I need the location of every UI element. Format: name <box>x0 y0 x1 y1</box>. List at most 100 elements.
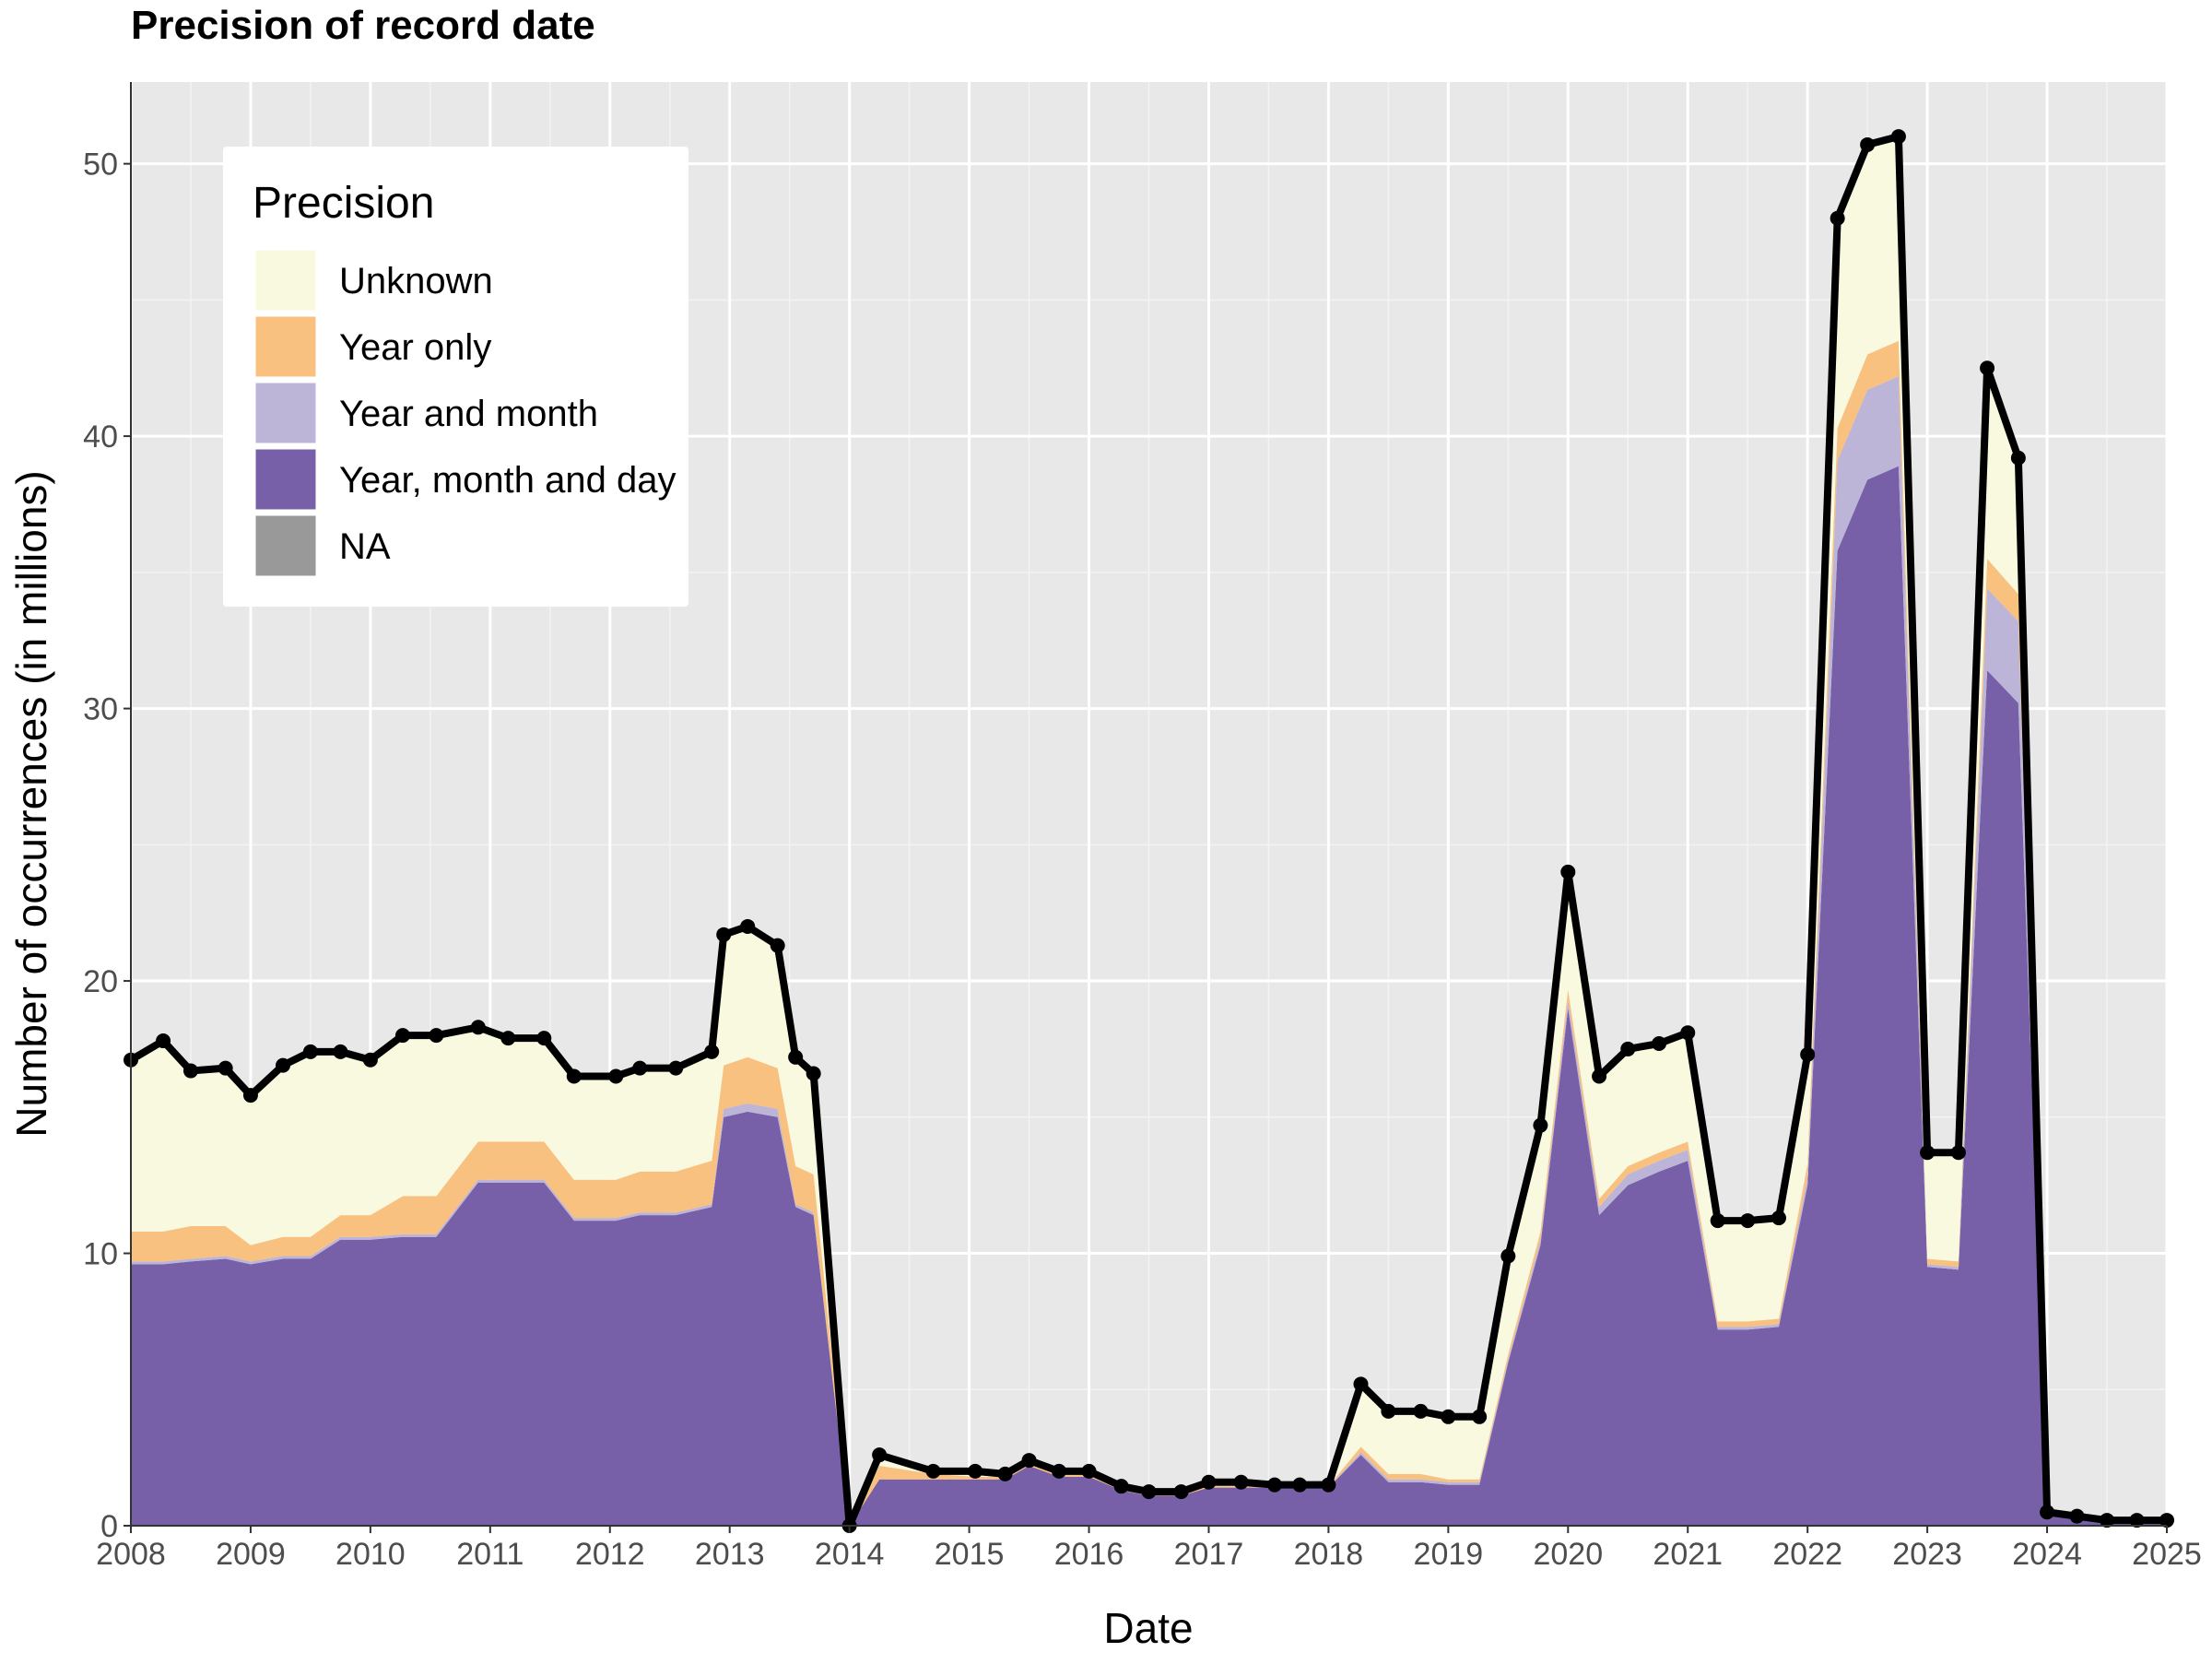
x-tick-label: 2018 <box>1294 1537 1364 1572</box>
legend-swatch <box>253 446 319 513</box>
chart-title: Precision of record date <box>131 3 595 48</box>
total-point <box>500 1031 516 1046</box>
total-point <box>608 1068 624 1084</box>
total-point <box>968 1463 983 1479</box>
total-point <box>788 1049 804 1065</box>
total-point <box>1292 1477 1308 1493</box>
total-point <box>806 1066 821 1081</box>
y-tick-label: 30 <box>83 692 118 727</box>
legend-swatch <box>253 380 319 446</box>
y-tick-label: 50 <box>83 148 118 183</box>
total-point <box>1652 1036 1667 1052</box>
total-point <box>872 1447 888 1463</box>
total-point <box>536 1031 552 1046</box>
x-tick-label: 2025 <box>2132 1537 2202 1572</box>
total-point <box>1771 1210 1786 1226</box>
total-point <box>668 1060 684 1076</box>
total-point <box>333 1044 348 1059</box>
total-point <box>925 1463 941 1479</box>
legend-label: NA <box>339 526 391 567</box>
legend-title: Precision <box>253 179 434 228</box>
total-point <box>429 1028 444 1044</box>
total-point <box>1680 1025 1696 1041</box>
stacked-areas <box>131 136 2167 1527</box>
total-point <box>1381 1403 1396 1419</box>
x-tick-label: 2016 <box>1054 1537 1124 1572</box>
total-point <box>1081 1463 1097 1479</box>
total-point <box>1533 1117 1548 1133</box>
total-point <box>242 1088 258 1103</box>
total-point <box>1740 1213 1756 1229</box>
legend-label: Year only <box>339 327 491 368</box>
total-point <box>1052 1463 1067 1479</box>
legend: Precision Unknown Year only Year and month… <box>223 147 688 607</box>
y-tick-label: 0 <box>100 1509 118 1544</box>
total-point <box>218 1060 233 1076</box>
total-point <box>2100 1513 2115 1528</box>
total-point <box>716 926 732 942</box>
x-tick-label: 2012 <box>575 1537 645 1572</box>
total-point <box>156 1033 171 1049</box>
x-tick-label: 2024 <box>2012 1537 2082 1572</box>
total-point <box>997 1466 1013 1481</box>
total-point <box>1560 864 1576 879</box>
total-point <box>566 1068 582 1084</box>
x-tick-label: 2020 <box>1533 1537 1603 1572</box>
total-point <box>1141 1484 1157 1500</box>
total-point <box>2129 1513 2145 1528</box>
x-tick-label: 2019 <box>1414 1537 1484 1572</box>
total-point <box>1113 1479 1129 1494</box>
total-point <box>704 1044 720 1059</box>
total-point <box>632 1060 648 1076</box>
total-point <box>1472 1409 1488 1424</box>
total-point <box>1441 1409 1456 1424</box>
x-tick-label: 2021 <box>1653 1537 1723 1572</box>
total-point <box>302 1044 318 1059</box>
total-point <box>1890 129 1906 145</box>
total-point <box>1800 1046 1816 1062</box>
total-point <box>1321 1477 1336 1493</box>
total-point <box>2159 1513 2174 1528</box>
total-line-group <box>124 129 2174 1533</box>
total-point <box>276 1057 291 1073</box>
total-point <box>1021 1453 1037 1469</box>
total-point <box>1413 1403 1429 1419</box>
total-point <box>2040 1505 2055 1520</box>
total-point <box>1620 1041 1636 1056</box>
y-axis: 0 10 20 30 40 50 <box>83 82 132 1544</box>
x-tick-label: 2008 <box>96 1537 166 1572</box>
x-tick-label: 2014 <box>815 1537 885 1572</box>
x-tick-label: 2023 <box>1892 1537 1962 1572</box>
total-point <box>362 1052 378 1068</box>
y-tick-label: 10 <box>83 1237 118 1272</box>
legend-label: Unknown <box>339 261 493 301</box>
total-point <box>2010 450 2026 466</box>
x-tick-label: 2015 <box>935 1537 1005 1572</box>
legend-label: Year and month <box>339 394 598 434</box>
x-tick-label: 2013 <box>695 1537 765 1572</box>
x-tick-label: 2022 <box>1772 1537 1842 1572</box>
total-point <box>770 938 785 953</box>
total-point <box>1980 360 1995 376</box>
legend-label: Year, month and day <box>339 460 676 501</box>
x-tick-label: 2010 <box>335 1537 406 1572</box>
total-point <box>1830 210 1845 226</box>
legend-swatch <box>253 513 319 579</box>
total-point <box>1920 1145 1936 1161</box>
total-point <box>1173 1484 1189 1500</box>
total-point <box>1353 1376 1369 1392</box>
total-point <box>740 918 756 934</box>
y-tick-label: 20 <box>83 964 118 999</box>
total-point <box>394 1028 410 1044</box>
legend-box <box>223 147 688 607</box>
x-tick-label: 2009 <box>216 1537 286 1572</box>
total-point <box>1201 1474 1217 1490</box>
legend-swatch <box>253 247 319 313</box>
total-point <box>1950 1145 1966 1161</box>
total-point <box>1710 1213 1725 1229</box>
total-point <box>1860 136 1876 152</box>
legend-swatch <box>253 313 319 380</box>
total-point <box>2069 1508 2085 1524</box>
y-axis-title: Number of occurrences (in millions) <box>7 470 55 1137</box>
